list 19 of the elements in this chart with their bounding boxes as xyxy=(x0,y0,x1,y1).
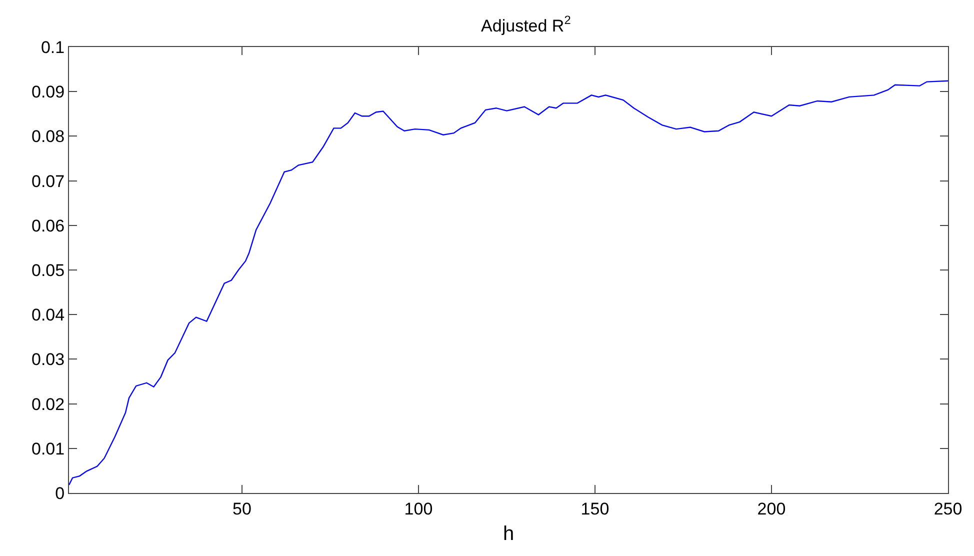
y-tick-label: 0.05 xyxy=(32,260,65,280)
y-tick-label: 0.07 xyxy=(32,172,65,191)
y-tick-label: 0.06 xyxy=(32,216,65,236)
x-tick-label: 50 xyxy=(232,499,252,518)
y-tick-label: 0 xyxy=(55,484,65,503)
line-series xyxy=(69,80,948,486)
x-axis-title: h xyxy=(502,522,514,545)
y-tick-label: 0.04 xyxy=(32,306,65,325)
x-tick-label: 200 xyxy=(757,499,786,518)
x-tick-label: 250 xyxy=(934,499,962,518)
x-tick-label: 150 xyxy=(580,499,610,518)
y-tick-label: 0.03 xyxy=(32,350,65,370)
y-tick-label: 0.08 xyxy=(32,127,65,146)
y-tick-label: 0.09 xyxy=(32,82,65,102)
chart-title: Adjusted R$^{2}$ xyxy=(481,13,572,36)
y-tick-label: 0.02 xyxy=(32,394,65,414)
x-tick-label: 100 xyxy=(404,499,433,518)
y-tick-label: 0.1 xyxy=(40,38,65,57)
y-tick-label: 0.01 xyxy=(32,439,65,458)
